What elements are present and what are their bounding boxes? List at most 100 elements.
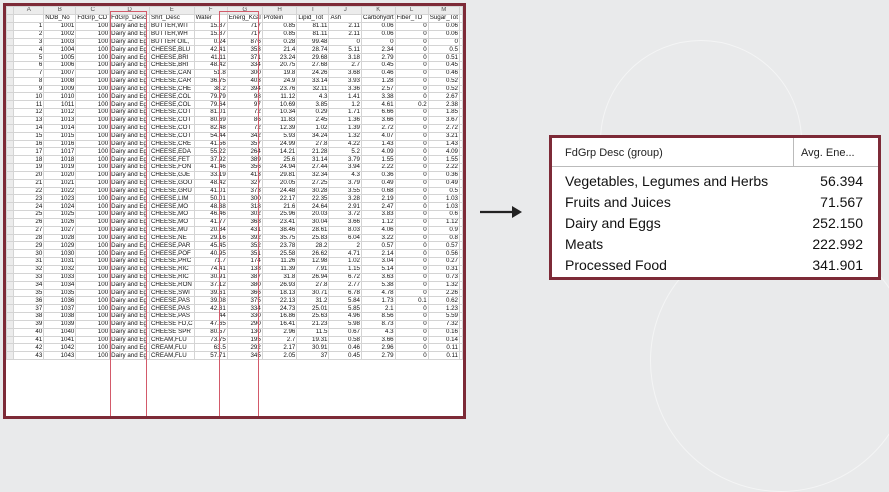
table-cell[interactable]: 330 [226, 312, 263, 321]
table-cell[interactable]: 1027 [43, 225, 77, 235]
table-cell[interactable]: 0.29 [296, 108, 330, 117]
sheet-corner-cell[interactable] [6, 6, 15, 15]
table-cell[interactable]: CHEESE,BLU [148, 45, 195, 55]
row-number[interactable] [6, 14, 15, 23]
row-number[interactable] [6, 186, 15, 196]
pivot-row[interactable]: Fruits and Juices 71.567 [552, 192, 878, 213]
table-cell[interactable]: 81.11 [296, 21, 330, 31]
table-cell[interactable]: 39.08 [193, 296, 228, 306]
table-cell[interactable]: 0 [394, 319, 429, 329]
table-cell[interactable]: Dairy and Eg [109, 351, 150, 361]
table-cell[interactable]: 8.56 [360, 312, 396, 321]
table-cell[interactable]: 10.34 [261, 108, 298, 117]
table-cell[interactable]: 290 [226, 319, 263, 329]
table-cell[interactable]: 100 [75, 147, 111, 157]
table-cell[interactable]: 31.14 [296, 155, 330, 165]
table-cell[interactable]: 4.96 [328, 312, 362, 321]
table-cell[interactable]: 0.06 [360, 21, 396, 31]
table-cell[interactable]: 1031 [43, 257, 77, 266]
table-cell[interactable]: Dairy and Eg [109, 249, 150, 259]
table-cell[interactable]: 100 [75, 115, 111, 125]
table-cell[interactable]: 1.12 [427, 217, 461, 227]
column-header-cell[interactable]: Carbohydrt [360, 14, 396, 23]
table-cell[interactable]: Dairy and Eg [109, 115, 150, 125]
table-cell[interactable]: Dairy and Eg [109, 296, 150, 306]
table-cell[interactable]: 0 [394, 147, 429, 157]
row-number[interactable] [6, 29, 15, 39]
table-cell[interactable]: 2.34 [360, 45, 396, 55]
table-cell[interactable]: 100 [75, 163, 111, 172]
table-cell[interactable]: CREAM,FLU [148, 335, 195, 345]
table-cell[interactable]: 0.73 [427, 272, 461, 282]
table-cell[interactable]: 51.8 [193, 68, 228, 78]
row-number[interactable] [6, 233, 15, 243]
table-cell[interactable]: 0 [394, 123, 429, 133]
table-cell[interactable]: 3.67 [427, 115, 461, 125]
table-cell[interactable]: 2.67 [427, 92, 461, 102]
table-cell[interactable]: 0 [394, 217, 429, 227]
table-cell[interactable]: 41 [13, 335, 45, 345]
table-cell[interactable]: 0.46 [427, 68, 461, 78]
table-cell[interactable]: 100 [75, 170, 111, 180]
table-cell[interactable]: 1020 [43, 170, 77, 180]
table-cell[interactable]: 0.8 [427, 233, 461, 243]
table-cell[interactable]: 25.96 [261, 210, 298, 219]
table-cell[interactable]: 39.61 [193, 288, 228, 298]
table-cell[interactable]: 0.11 [427, 343, 461, 353]
table-cell[interactable]: 21.28 [296, 147, 330, 157]
table-cell[interactable]: 1042 [43, 343, 77, 353]
table-cell[interactable]: 26.62 [296, 249, 330, 259]
table-cell[interactable]: 100 [75, 194, 111, 204]
row-number[interactable] [6, 37, 15, 47]
table-cell[interactable]: 0.1 [394, 296, 429, 306]
table-cell[interactable]: 3.66 [360, 115, 396, 125]
table-cell[interactable]: 15.87 [193, 21, 228, 31]
table-cell[interactable]: CHEESE,RIC [148, 272, 195, 282]
column-header-cell[interactable] [13, 14, 45, 23]
table-cell[interactable]: 195 [226, 335, 263, 345]
table-cell[interactable]: 2.11 [328, 29, 362, 39]
table-cell[interactable]: CREAM,FLU [148, 343, 195, 353]
column-header-cell[interactable]: Energ_Kcal [226, 14, 263, 23]
table-cell[interactable]: Dairy and Eg [109, 68, 150, 78]
table-cell[interactable]: Dairy and Eg [109, 217, 150, 227]
table-cell[interactable]: 2.96 [261, 327, 298, 337]
table-cell[interactable]: 3.79 [328, 178, 362, 188]
row-number[interactable] [6, 92, 15, 102]
table-cell[interactable]: 0 [394, 76, 429, 86]
table-cell[interactable]: Dairy and Eg [109, 147, 150, 157]
table-cell[interactable]: 0 [394, 249, 429, 259]
table-cell[interactable]: CHEESE,POF [148, 249, 195, 259]
table-cell[interactable]: 357 [226, 139, 263, 149]
column-header-cell[interactable]: Sugar_Tot [427, 14, 461, 23]
table-cell[interactable]: 876 [226, 37, 263, 47]
pivot-row[interactable]: Vegetables, Legumes and Herbs 56.394 [552, 171, 878, 192]
table-cell[interactable]: 37.92 [193, 155, 228, 165]
table-cell[interactable]: 1002 [43, 29, 77, 39]
table-cell[interactable]: 30.28 [296, 186, 330, 196]
table-cell[interactable]: 50.01 [193, 194, 228, 204]
table-cell[interactable]: 35.75 [261, 233, 298, 243]
table-cell[interactable]: CHEESE,MO [148, 210, 195, 219]
table-cell[interactable]: 0.2 [394, 100, 429, 110]
table-cell[interactable]: 20.75 [261, 61, 298, 70]
table-cell[interactable]: 0 [394, 210, 429, 219]
table-cell[interactable]: 25.01 [296, 304, 330, 314]
table-cell[interactable]: 1.28 [360, 76, 396, 86]
row-number[interactable] [6, 178, 15, 188]
table-cell[interactable]: 36.75 [193, 76, 228, 86]
table-cell[interactable]: 1016 [43, 139, 77, 149]
table-cell[interactable]: 3.66 [360, 335, 396, 345]
table-cell[interactable]: 100 [75, 249, 111, 259]
table-cell[interactable]: 100 [75, 351, 111, 361]
table-cell[interactable]: 0 [394, 233, 429, 243]
table-cell[interactable]: 1.12 [360, 217, 396, 227]
table-cell[interactable]: 1.43 [360, 139, 396, 149]
table-cell[interactable]: 0 [394, 21, 429, 31]
table-cell[interactable]: 100 [75, 335, 111, 345]
table-cell[interactable]: 1.55 [360, 155, 396, 165]
table-cell[interactable]: 138 [226, 265, 263, 274]
table-cell[interactable]: Dairy and Eg [109, 163, 150, 172]
table-cell[interactable]: CHEESE,COL [148, 92, 195, 102]
table-cell[interactable]: 5.98 [328, 319, 362, 329]
